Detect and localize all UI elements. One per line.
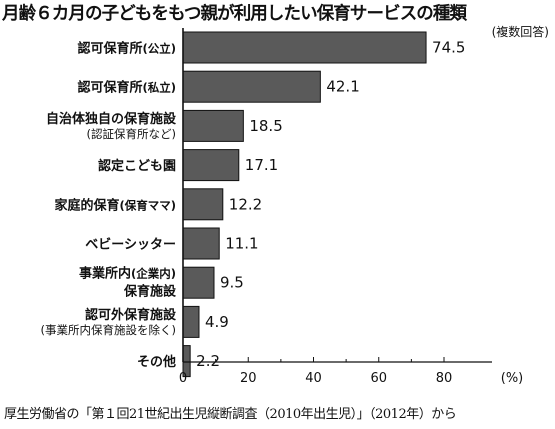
bar bbox=[182, 109, 244, 142]
x-unit-label: (%) bbox=[501, 371, 524, 386]
x-tick-label: 20 bbox=[240, 371, 257, 386]
value-label: 11.1 bbox=[225, 235, 258, 253]
bar bbox=[182, 227, 220, 260]
category-label: その他 bbox=[137, 354, 176, 370]
category-label: ベビーシッター bbox=[85, 237, 176, 253]
category-label-line2: 保育施設 bbox=[123, 284, 177, 300]
category-label: 家庭的保育(保育ママ) bbox=[54, 197, 176, 213]
category-labels: 認可保育所(公立) 認可保育所(私立) 自治体独自の保育施設(認証保育所など) 認定こ… bbox=[41, 41, 177, 371]
bar bbox=[182, 70, 321, 103]
value-label: 74.5 bbox=[432, 39, 465, 57]
x-tick-label: 40 bbox=[305, 371, 322, 386]
category-label: 認可保育所(私立) bbox=[77, 80, 176, 96]
category-label: 認可保育所(公立) bbox=[77, 41, 176, 57]
x-tick-label: 60 bbox=[370, 371, 387, 386]
value-label: 42.1 bbox=[326, 78, 359, 96]
category-label: 認定こども園 bbox=[98, 158, 176, 174]
value-label: 4.9 bbox=[205, 313, 229, 331]
category-label: 認可外保育施設 bbox=[85, 307, 177, 323]
chart-source: 厚生労働省の「第１回21世紀出生児縦断調査（2010年出生児）」（2012年）か… bbox=[4, 407, 457, 422]
bar bbox=[182, 266, 215, 299]
bars-group bbox=[182, 31, 427, 378]
chart-note: (複数回答) bbox=[491, 25, 549, 39]
bar bbox=[182, 305, 200, 338]
bar bbox=[182, 31, 427, 64]
x-axis: 0 20 40 60 80 (%) bbox=[179, 28, 523, 386]
value-label: 2.2 bbox=[196, 352, 220, 370]
bar bbox=[182, 188, 224, 221]
value-labels: 74.5 42.1 18.5 17.1 12.2 11.1 9.5 4.9 2.2 bbox=[196, 39, 465, 371]
value-label: 17.1 bbox=[245, 156, 278, 174]
value-label: 12.2 bbox=[229, 195, 262, 213]
category-label: 事業所内(企業内) bbox=[79, 266, 176, 282]
value-label: 9.5 bbox=[220, 274, 244, 292]
category-label: 自治体独自の保育施設 bbox=[46, 111, 177, 127]
chart-title: 月齢６カ月の子どもをもつ親が利用したい保育サービスの種類 bbox=[2, 4, 467, 24]
value-label: 18.5 bbox=[249, 117, 282, 135]
bar bbox=[182, 149, 240, 182]
category-sublabel: (認証保育所など) bbox=[87, 127, 176, 141]
category-sublabel: (事業所内保育施設を除く) bbox=[41, 323, 176, 337]
x-tick-label: 80 bbox=[436, 371, 453, 386]
x-tick-label: 0 bbox=[179, 371, 187, 386]
